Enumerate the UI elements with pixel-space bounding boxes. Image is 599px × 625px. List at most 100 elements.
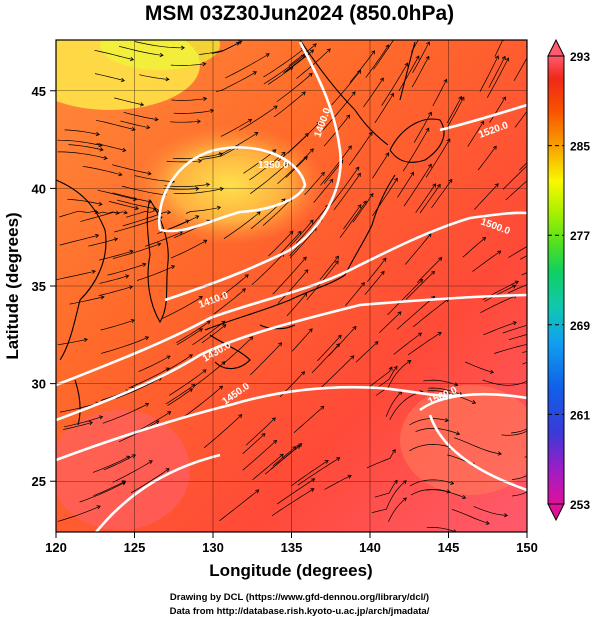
streamline xyxy=(320,145,352,186)
streamline-arrowhead xyxy=(357,172,361,177)
streamline xyxy=(446,96,465,128)
streamline xyxy=(114,97,144,106)
streamline-arrowhead xyxy=(410,171,414,176)
streamline-arrowhead xyxy=(261,433,266,438)
streamline-arrowhead xyxy=(448,178,453,183)
credit-drawing: Drawing by DCL (https://www.gfd-dennou.o… xyxy=(169,592,430,603)
streamline-arrowhead xyxy=(249,336,254,341)
streamline-arrowhead xyxy=(144,402,150,407)
streamline xyxy=(112,243,161,259)
streamline-arrowhead xyxy=(94,209,99,214)
streamline-arrowhead xyxy=(497,451,502,456)
streamline-arrowhead xyxy=(458,95,463,101)
x-axis-label: Longitude (degrees) xyxy=(209,561,372,580)
streamline-arrowhead xyxy=(402,497,407,502)
streamline xyxy=(409,418,449,426)
streamline xyxy=(477,145,497,171)
streamline xyxy=(525,44,527,48)
streamline xyxy=(219,489,259,522)
streamline-arrowhead xyxy=(88,421,94,426)
streamline xyxy=(94,73,125,82)
streamline xyxy=(297,457,340,486)
streamline-arrowhead xyxy=(462,495,467,499)
streamline xyxy=(263,48,305,78)
streamline xyxy=(211,42,240,54)
streamline xyxy=(494,40,504,57)
streamline xyxy=(176,320,211,344)
streamline-arrowhead xyxy=(218,152,224,157)
streamline xyxy=(290,460,329,487)
streamline-arrowhead xyxy=(308,72,313,77)
streamline xyxy=(121,185,167,196)
streamline xyxy=(263,54,305,85)
streamline xyxy=(376,366,398,389)
streamline xyxy=(216,71,257,92)
streamline-arrowhead xyxy=(309,219,314,224)
streamline xyxy=(374,93,394,124)
streamline xyxy=(80,211,119,222)
streamline-arrowhead xyxy=(443,78,448,83)
streamline-arrowhead xyxy=(113,237,119,242)
streamline xyxy=(274,133,309,164)
streamline xyxy=(170,239,207,259)
streamline xyxy=(115,377,162,399)
streamline xyxy=(99,250,133,261)
streamline xyxy=(189,40,196,41)
streamline xyxy=(134,41,185,49)
streamline xyxy=(166,354,193,371)
streamline xyxy=(412,41,430,73)
streamline xyxy=(57,151,108,159)
streamline-arrowhead xyxy=(514,280,519,285)
streamline xyxy=(276,73,313,102)
streamline-arrowhead xyxy=(241,288,246,293)
streamline-arrowhead xyxy=(289,230,294,235)
streamline xyxy=(103,454,136,471)
streamline xyxy=(251,253,285,286)
streamline xyxy=(385,391,402,417)
streamline xyxy=(373,40,395,70)
streamline xyxy=(405,233,432,265)
streamline xyxy=(324,475,352,490)
streamline-arrowhead xyxy=(304,269,309,274)
streamline-arrowhead xyxy=(371,50,375,55)
streamline xyxy=(328,166,360,208)
streamline xyxy=(252,453,284,481)
streamline-arrowhead xyxy=(216,205,222,210)
streamline-arrowhead xyxy=(205,182,211,187)
streamline xyxy=(514,110,527,128)
streamline xyxy=(367,257,387,282)
streamline xyxy=(432,79,447,107)
streamline xyxy=(366,449,396,469)
streamline xyxy=(510,428,527,434)
streamline-arrowhead xyxy=(271,417,276,422)
streamline xyxy=(57,338,88,346)
streamline-arrowhead xyxy=(303,156,308,161)
streamline-arrowhead xyxy=(238,40,243,45)
streamline-arrowhead xyxy=(129,249,134,254)
streamline-arrowhead xyxy=(494,55,499,60)
streamline xyxy=(339,200,367,238)
streamline xyxy=(348,132,373,166)
streamline xyxy=(465,361,494,373)
streamline xyxy=(393,332,422,355)
streamline xyxy=(136,265,175,281)
streamline xyxy=(311,343,340,374)
streamline-arrowhead xyxy=(528,323,531,326)
streamline xyxy=(164,183,210,187)
streamline-arrowhead xyxy=(393,365,398,370)
streamline xyxy=(102,403,149,424)
streamline-arrowhead xyxy=(532,173,535,176)
streamline-arrowhead xyxy=(131,454,136,459)
streamline xyxy=(268,230,294,257)
streamline-arrowhead xyxy=(564,255,567,258)
streamline xyxy=(213,288,246,315)
streamline-arrowhead xyxy=(238,414,243,419)
streamline xyxy=(322,91,356,131)
streamline-arrowhead xyxy=(537,20,540,24)
streamline xyxy=(313,179,333,203)
streamline xyxy=(389,391,423,420)
streamline xyxy=(489,96,506,123)
streamline xyxy=(173,110,214,114)
streamline xyxy=(411,40,419,53)
streamline xyxy=(185,206,221,214)
